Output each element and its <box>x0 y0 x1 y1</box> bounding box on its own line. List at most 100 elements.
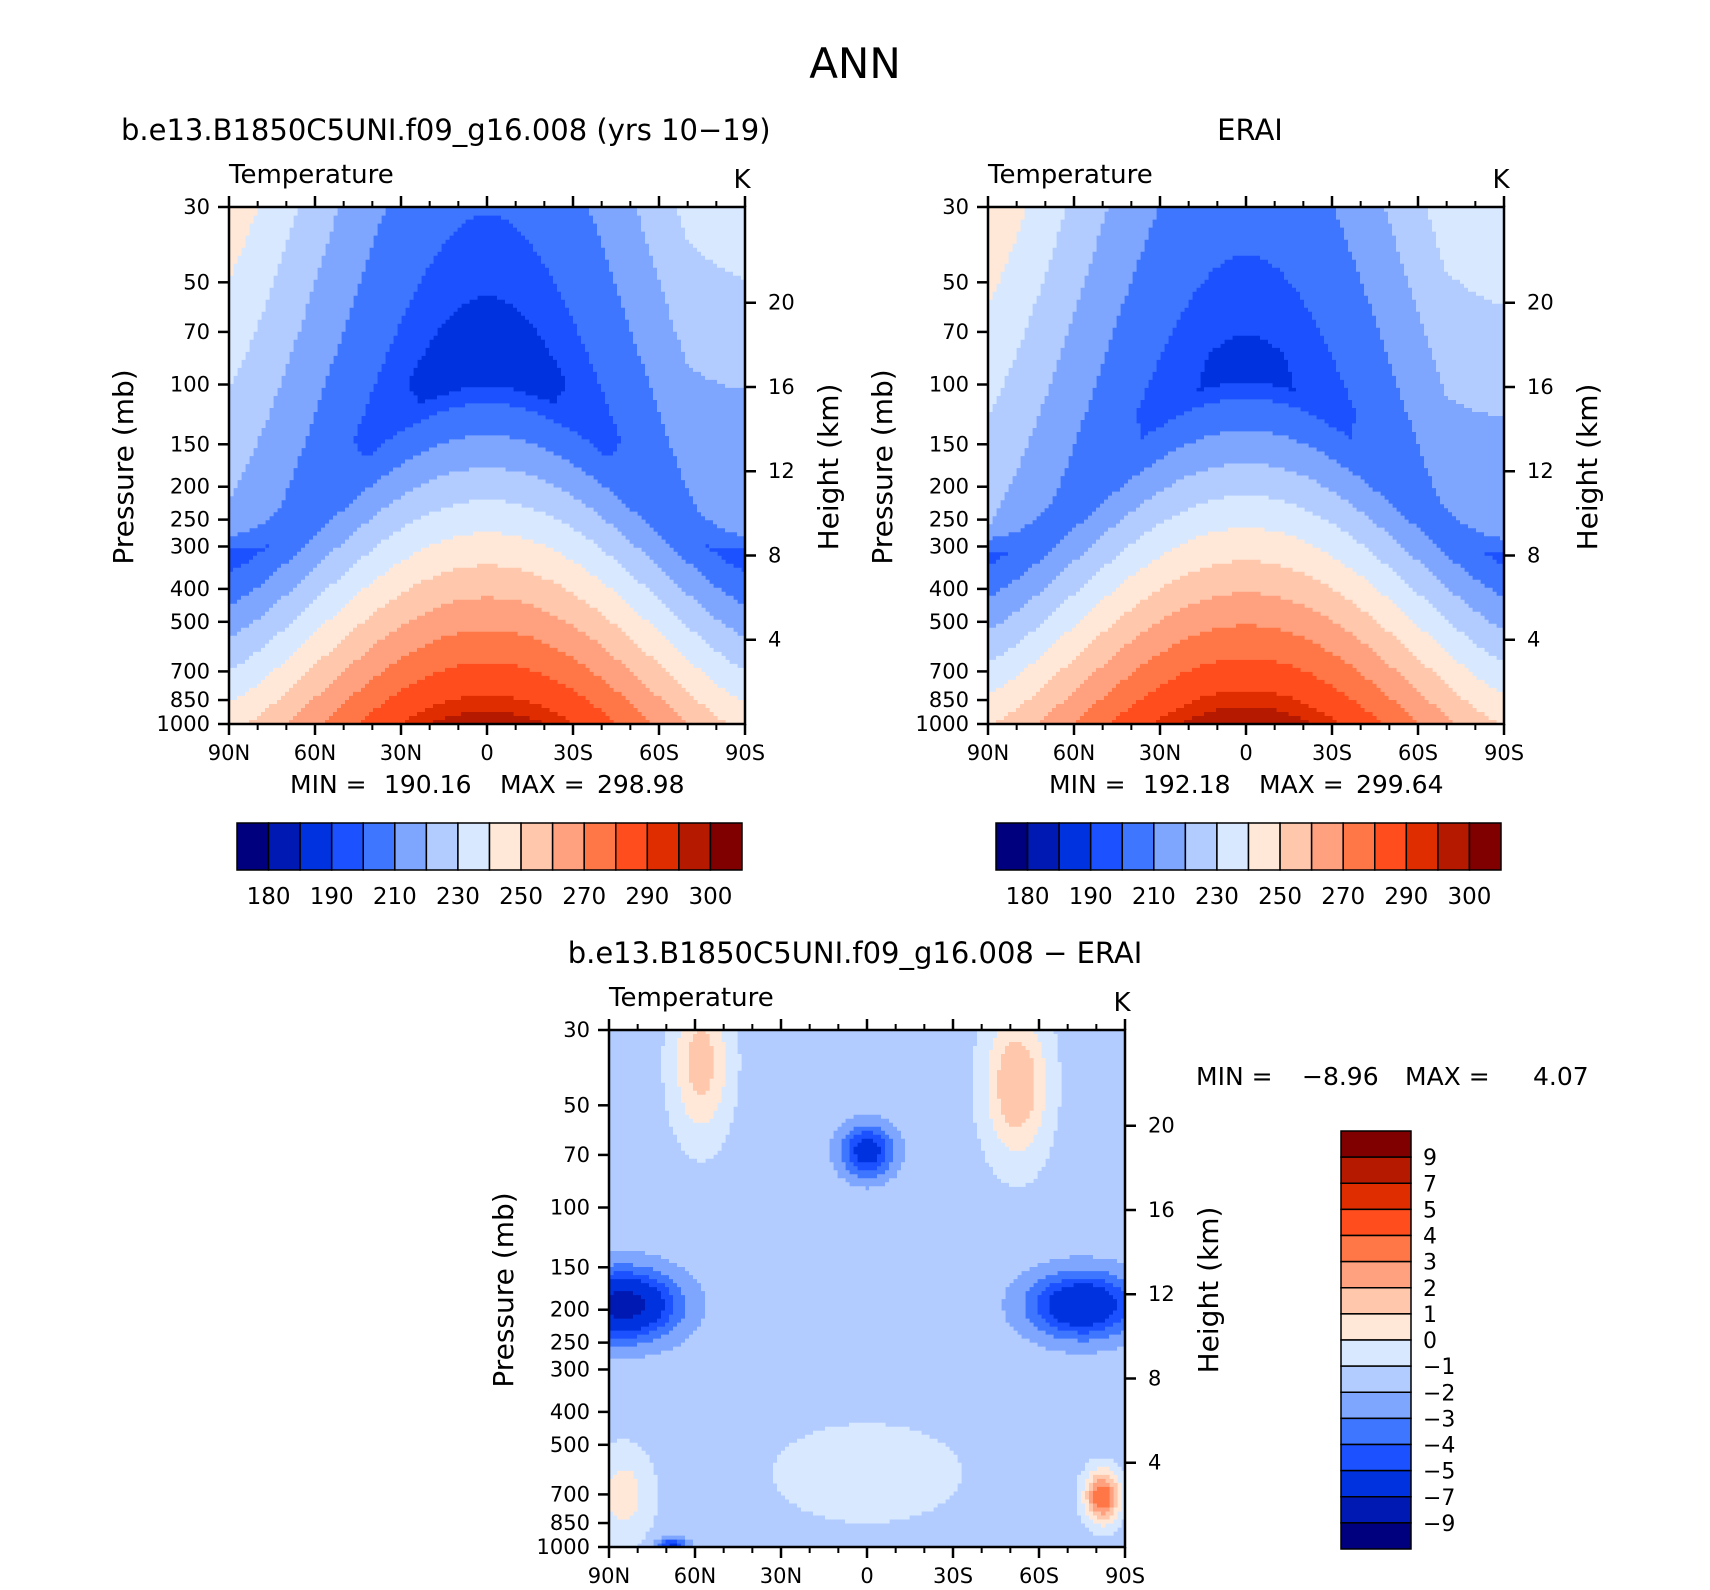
colorbar-label: 290 <box>1384 884 1428 910</box>
panel-obs-ylabel: Pressure (mb) <box>866 369 899 564</box>
y-tick-label: 200 <box>550 1298 590 1322</box>
x-tick-label: 60S <box>1019 1564 1059 1588</box>
panel-diff-min-label: MIN = <box>1196 1062 1273 1091</box>
colorbar-box <box>1026 822 1060 871</box>
colorbar-label: 230 <box>436 884 480 910</box>
colorbar-box <box>1340 1313 1412 1341</box>
colorbar-label: 190 <box>310 884 354 910</box>
y-tick-label: 50 <box>563 1093 590 1117</box>
contour-band-14 <box>1184 708 1309 725</box>
colorbar-label: 210 <box>1132 884 1176 910</box>
colorbar-label: 250 <box>499 884 543 910</box>
y-tick-label: 70 <box>563 1143 590 1167</box>
colorbar-label: 0 <box>1423 1329 1437 1354</box>
colorbar-box <box>1468 822 1502 871</box>
panel-model-axes: 90N 60N 30N 0 30S 60S 90S 30 50 70 100 150 200 250300… <box>157 195 795 765</box>
colorbar-box <box>362 822 396 871</box>
colorbar-label: −1 <box>1423 1355 1455 1380</box>
colorbar-box <box>1437 822 1471 871</box>
panel-diff-stats: MIN = −8.96 MAX = 4.07 <box>1196 1062 1589 1091</box>
colorbar-box <box>678 822 712 871</box>
panel-obs-contour-field <box>988 207 1505 725</box>
contour-band-2 <box>408 295 566 404</box>
colorbar-box <box>1089 822 1123 871</box>
colorbar-box <box>457 822 491 871</box>
y-tick-label: 50 <box>942 270 969 294</box>
y-tick-label: 1000 <box>916 712 969 736</box>
x-tick-label: 0 <box>860 1564 873 1588</box>
y-tick-label: 400 <box>170 577 210 601</box>
y-tick-label: 200 <box>170 475 210 499</box>
panel-diff-field-label: Temperature <box>608 983 774 1013</box>
y-tick-label: 150 <box>550 1255 590 1279</box>
panel-obs-min-label: MIN = <box>1049 770 1126 799</box>
contour-band-5 <box>988 207 1505 629</box>
colorbar-label: 250 <box>1258 884 1302 910</box>
y-tick-label: 100 <box>170 373 210 397</box>
contour-band-3 <box>988 255 1505 565</box>
y-tick-label: 200 <box>929 475 969 499</box>
y-tick-label: 400 <box>929 577 969 601</box>
y-tick-label: 50 <box>183 270 210 294</box>
contour-band-8 <box>988 207 1505 725</box>
colorbar-box <box>425 822 459 871</box>
panel-obs-units: K <box>1492 165 1510 195</box>
colorbar-box <box>394 822 428 871</box>
panel-model-title: b.e13.B1850C5UNI.f09_g16.008 (yrs 10−19) <box>121 113 771 147</box>
panel-diff-units: K <box>1113 988 1131 1018</box>
colorbar-label: 210 <box>373 884 417 910</box>
colorbar-box <box>1342 822 1376 871</box>
y2-tick-label: 4 <box>1148 1451 1161 1475</box>
x-tick-label: 60S <box>1398 741 1438 765</box>
colorbar-box <box>1184 822 1218 871</box>
y2-tick-label: 12 <box>1148 1282 1175 1306</box>
colorbar-label: −7 <box>1423 1486 1455 1511</box>
x-tick-label: 90N <box>588 1564 630 1588</box>
panel-obs-field-label: Temperature <box>987 160 1153 190</box>
panel-model-min-label: MIN = <box>290 770 367 799</box>
y-tick-label: 100 <box>550 1196 590 1220</box>
y-tick-label: 250 <box>170 508 210 532</box>
colorbar-box <box>488 822 522 871</box>
panel-model-y2label: Height (km) <box>812 384 845 551</box>
y-tick-label: 300 <box>929 534 969 558</box>
colorbar-box <box>1374 822 1408 871</box>
page-title: ANN <box>809 39 901 88</box>
colorbar-box <box>709 822 743 871</box>
colorbar-box <box>1121 822 1155 871</box>
colorbar-box <box>583 822 617 871</box>
colorbar-box <box>299 822 333 871</box>
y-tick-label: 30 <box>942 195 969 219</box>
y2-tick-label: 8 <box>1527 543 1540 567</box>
x-tick-label: 60N <box>674 1564 716 1588</box>
x-tick-label: 0 <box>1239 741 1252 765</box>
x-tick-label: 0 <box>480 741 493 765</box>
colorbar-label: 3 <box>1423 1251 1437 1276</box>
colorbar-label: 270 <box>562 884 606 910</box>
colorbar-box <box>995 822 1029 871</box>
colorbar-box <box>1340 1208 1412 1237</box>
colorbar-box <box>1340 1469 1412 1498</box>
y-tick-label: 100 <box>929 373 969 397</box>
contour-band-13 <box>405 695 570 725</box>
contour-band-12 <box>361 663 614 725</box>
contour-band-7 <box>229 207 746 701</box>
colorbar-box <box>1340 1182 1412 1211</box>
contour-band-11 <box>1076 623 1417 725</box>
y-tick-label: 70 <box>942 320 969 344</box>
colorbar-label: 230 <box>1195 884 1239 910</box>
panel-obs-colorbar: 180 190 210 230 250 270 290 300 <box>995 822 1502 910</box>
colorbar-label: 9 <box>1423 1146 1437 1171</box>
y-tick-label: 30 <box>563 1018 590 1042</box>
colorbar-label: 1 <box>1423 1303 1437 1328</box>
contour-band-10 <box>289 595 686 725</box>
y-tick-label: 700 <box>170 659 210 683</box>
contour-band-2 <box>1196 335 1297 392</box>
colorbar-box <box>236 822 270 871</box>
panel-model-contour-field <box>229 207 746 725</box>
x-tick-label: 90S <box>1484 741 1524 765</box>
panel-model-field-label: Temperature <box>228 160 394 190</box>
y2-tick-label: 16 <box>1148 1198 1175 1222</box>
